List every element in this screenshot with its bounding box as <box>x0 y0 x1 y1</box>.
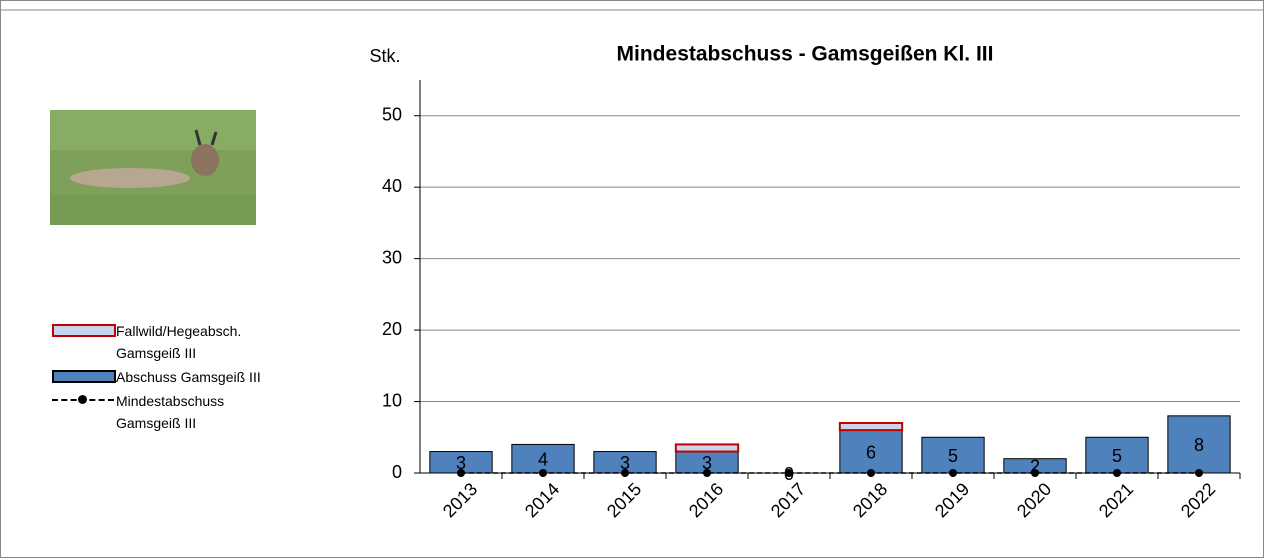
line-marker <box>1195 469 1203 477</box>
x-tick-label: 2016 <box>685 479 727 521</box>
legend-label: Mindestabschuss Gamsgeiß III <box>116 390 286 434</box>
value-label: 5 <box>948 446 958 466</box>
x-tick-label: 2014 <box>521 479 563 521</box>
legend-label: Fallwild/Hegeabsch. Gamsgeiß III <box>116 320 286 364</box>
x-tick-label: 2015 <box>603 479 645 521</box>
legend-item: Fallwild/Hegeabsch. Gamsgeiß III <box>50 320 286 364</box>
y-tick-label: 30 <box>382 247 402 267</box>
line-marker <box>949 469 957 477</box>
x-tick-label: 2018 <box>849 479 891 521</box>
photo <box>50 110 256 225</box>
chart: Stk. Mindestabschuss - Gamsgeißen Kl. II… <box>0 0 1264 558</box>
value-label: 4 <box>538 449 548 469</box>
value-label: 5 <box>1112 446 1122 466</box>
bar <box>676 444 738 451</box>
line-marker <box>785 469 793 477</box>
x-tick-label: 2020 <box>1013 479 1055 521</box>
line-marker <box>539 469 547 477</box>
y-tick-label: 20 <box>382 319 402 339</box>
x-tick-label: 2022 <box>1177 479 1219 521</box>
line-marker <box>867 469 875 477</box>
legend-symbol <box>50 320 116 340</box>
legend-item: Abschuss Gamsgeiß III <box>50 366 286 388</box>
x-tick-label: 2013 <box>439 479 481 521</box>
value-label: 8 <box>1194 435 1204 455</box>
legend-item: Mindestabschuss Gamsgeiß III <box>50 390 286 434</box>
y-tick-label: 0 <box>392 462 402 482</box>
y-tick-label: 40 <box>382 176 402 196</box>
x-tick-label: 2021 <box>1095 479 1137 521</box>
legend-symbol <box>50 390 116 410</box>
line-marker <box>1031 469 1039 477</box>
y-tick-label: 50 <box>382 104 402 124</box>
x-tick-label: 2017 <box>767 479 809 521</box>
legend-symbol <box>50 366 116 386</box>
bar <box>840 423 902 430</box>
line-marker <box>1113 469 1121 477</box>
legend-label: Abschuss Gamsgeiß III <box>116 366 286 388</box>
y-tick-label: 10 <box>382 390 402 410</box>
chart-title: Mindestabschuss - Gamsgeißen Kl. III <box>617 43 994 66</box>
line-marker <box>703 469 711 477</box>
value-label: 6 <box>866 442 876 462</box>
y-axis-label: Stk. <box>369 46 400 66</box>
line-marker <box>621 469 629 477</box>
line-marker <box>457 469 465 477</box>
x-tick-label: 2019 <box>931 479 973 521</box>
